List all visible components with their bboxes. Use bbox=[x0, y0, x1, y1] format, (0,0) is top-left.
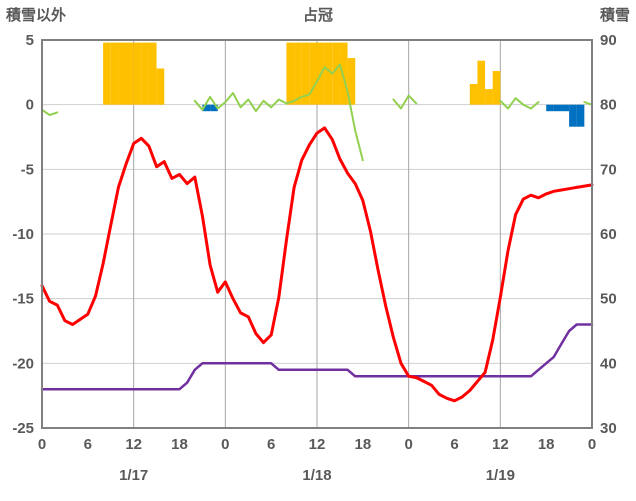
orange-bars-bar bbox=[347, 58, 356, 105]
orange-bars-bar bbox=[133, 42, 142, 105]
orange-bars-bar bbox=[469, 84, 478, 105]
orange-bars-bar bbox=[126, 42, 134, 105]
y-axis-left-tick-label: -15 bbox=[12, 291, 34, 308]
blue-bars-bar bbox=[561, 104, 570, 112]
orange-bars-bar bbox=[301, 42, 310, 105]
x-axis-date-label: 1/18 bbox=[302, 467, 331, 484]
x-axis-hour-tick-label: 6 bbox=[267, 436, 275, 453]
purple-snow-depth-line-path bbox=[40, 323, 594, 391]
x-axis-hour-tick-label: 0 bbox=[38, 436, 46, 453]
orange-bars-bar bbox=[492, 71, 501, 105]
orange-bars-bar bbox=[286, 42, 295, 105]
blue-bars-bar bbox=[576, 104, 585, 127]
x-axis-hour-tick-label: 6 bbox=[84, 436, 92, 453]
orange-bars-bar bbox=[156, 68, 165, 105]
x-axis-hour-tick-label: 12 bbox=[125, 436, 142, 453]
orange-bars-bar bbox=[148, 42, 157, 105]
y-axis-right-tick-label: 70 bbox=[600, 161, 617, 178]
x-axis-hour-tick-label: 0 bbox=[404, 436, 412, 453]
y-axis-right-tick-label: 30 bbox=[600, 420, 617, 437]
blue-bars-bar bbox=[569, 104, 577, 127]
y-axis-right-tick-label: 80 bbox=[600, 97, 617, 114]
blue-bars-bar bbox=[546, 104, 554, 112]
x-axis-hour-tick-label: 0 bbox=[221, 436, 229, 453]
orange-bars-bar bbox=[485, 89, 493, 105]
y-axis-left-tick-label: -25 bbox=[12, 420, 34, 437]
x-axis-hour-tick-label: 12 bbox=[492, 436, 509, 453]
red-temperature-line-path bbox=[40, 126, 594, 403]
y-axis-right-tick-label: 50 bbox=[600, 291, 617, 308]
x-axis-hour-tick-label: 12 bbox=[309, 436, 326, 453]
y-axis-left-tick-label: -20 bbox=[12, 355, 34, 372]
x-axis-hour-tick-label: 0 bbox=[588, 436, 596, 453]
orange-bars-bar bbox=[339, 42, 348, 105]
x-axis-hour-tick-label: 18 bbox=[538, 436, 555, 453]
y-axis-left-tick-label: 0 bbox=[26, 97, 34, 114]
blue-bars-bar bbox=[202, 104, 211, 112]
x-axis-hour-tick-label: 18 bbox=[171, 436, 188, 453]
orange-bars-bar bbox=[141, 42, 149, 105]
y-axis-right-tick-label: 90 bbox=[600, 32, 617, 49]
x-axis-hour-tick-label: 18 bbox=[354, 436, 371, 453]
plot-border bbox=[41, 39, 593, 429]
orange-bars-bar bbox=[110, 42, 119, 105]
blue-bars-bar bbox=[210, 104, 218, 112]
y-axis-left-tick-label: -5 bbox=[21, 161, 34, 178]
orange-bars-bar bbox=[103, 42, 111, 105]
x-axis-date-label: 1/17 bbox=[119, 467, 148, 484]
y-axis-left-tick-label: -10 bbox=[12, 226, 34, 243]
orange-bars-bar bbox=[294, 42, 302, 105]
orange-bars-bar bbox=[309, 42, 318, 105]
orange-bars-bar bbox=[477, 60, 486, 105]
blue-bars-bar bbox=[553, 104, 562, 112]
y-axis-left-tick-label: 5 bbox=[26, 32, 34, 49]
orange-bars-bar bbox=[118, 42, 127, 105]
x-axis-hour-tick-label: 6 bbox=[450, 436, 458, 453]
orange-bars-bar bbox=[332, 42, 340, 105]
y-axis-right-tick-label: 60 bbox=[600, 226, 617, 243]
x-axis-date-label: 1/19 bbox=[486, 467, 515, 484]
y-axis-right-tick-label: 40 bbox=[600, 355, 617, 372]
orange-bars-bar bbox=[324, 42, 333, 105]
green-line-path bbox=[41, 63, 593, 162]
